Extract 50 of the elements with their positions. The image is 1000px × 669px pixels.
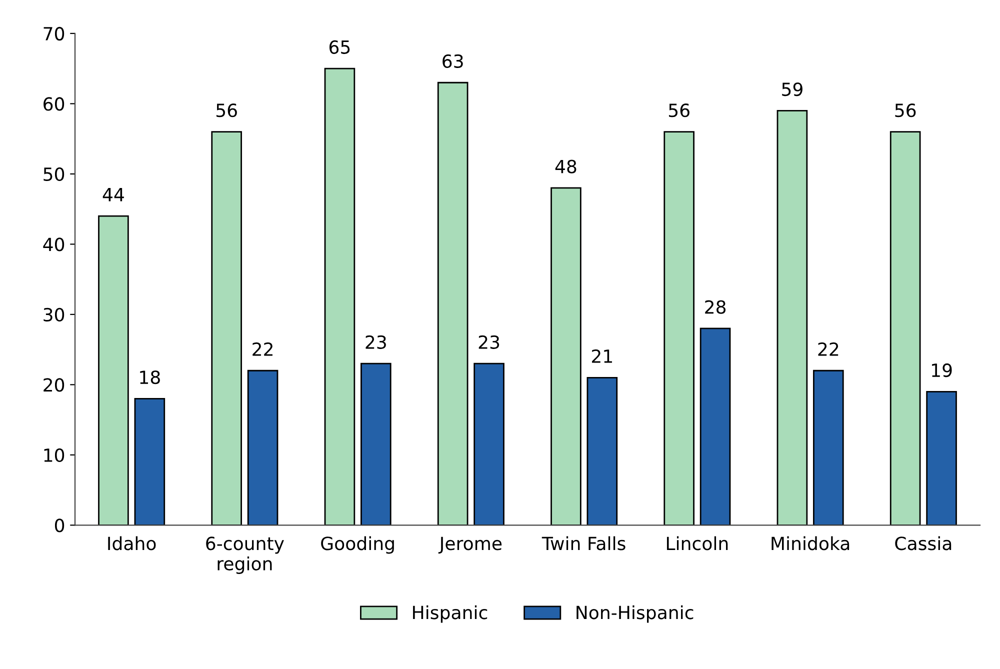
bar: [211, 131, 242, 526]
bar: [700, 328, 731, 526]
data-label: 56: [895, 104, 916, 118]
y-tick-label: 60: [44, 97, 64, 111]
x-tick-label: Twin Falls: [542, 536, 626, 550]
bar: [360, 362, 392, 526]
x-tick-label: 6-county region: [206, 536, 284, 574]
bar: [550, 187, 582, 526]
data-label: 59: [782, 82, 802, 96]
y-tick-label: 50: [44, 167, 64, 182]
data-label: 22: [818, 342, 838, 356]
data-label: 28: [705, 300, 726, 314]
data-label: 65: [329, 40, 350, 54]
x-tick-label: Idaho: [108, 536, 156, 550]
data-label: 56: [216, 104, 237, 118]
data-label: 19: [932, 363, 952, 378]
data-label: 56: [668, 104, 690, 118]
y-tick-label: 20: [44, 378, 64, 392]
data-label: 21: [592, 349, 612, 363]
bar: [437, 82, 468, 526]
bar: [890, 131, 921, 526]
data-label: 63: [442, 54, 463, 68]
y-tick-label: 30: [44, 308, 64, 322]
y-tick-label: 10: [44, 448, 64, 462]
x-tick-label: Lincoln: [666, 536, 728, 550]
bar: [664, 131, 694, 526]
bar: [776, 110, 808, 526]
x-tick-label: Gooding: [321, 536, 394, 554]
y-tick-label: 40: [43, 238, 64, 252]
bar: [813, 370, 844, 526]
bar: [586, 376, 618, 526]
y-tick-label: 0: [54, 518, 64, 532]
data-label: 23: [478, 335, 500, 349]
legend-label: Non-Hispanic: [576, 605, 694, 623]
bar: [474, 362, 504, 526]
legend-label: Hispanic: [413, 605, 488, 623]
y-tick-label: 70: [44, 26, 64, 41]
data-label: 18: [140, 370, 160, 384]
data-label: 22: [252, 342, 272, 356]
data-label: 23: [366, 335, 386, 349]
bar: [98, 215, 129, 526]
data-label: 48: [555, 160, 576, 174]
bar: [926, 391, 957, 526]
bar: [324, 68, 356, 526]
x-tick-label: Minidoka: [772, 536, 850, 550]
x-tick-label: Cassia: [895, 536, 952, 550]
bar: [134, 398, 166, 526]
data-label: 44: [102, 188, 124, 202]
x-tick-label: Jerome: [438, 536, 502, 554]
bar: [247, 370, 278, 526]
